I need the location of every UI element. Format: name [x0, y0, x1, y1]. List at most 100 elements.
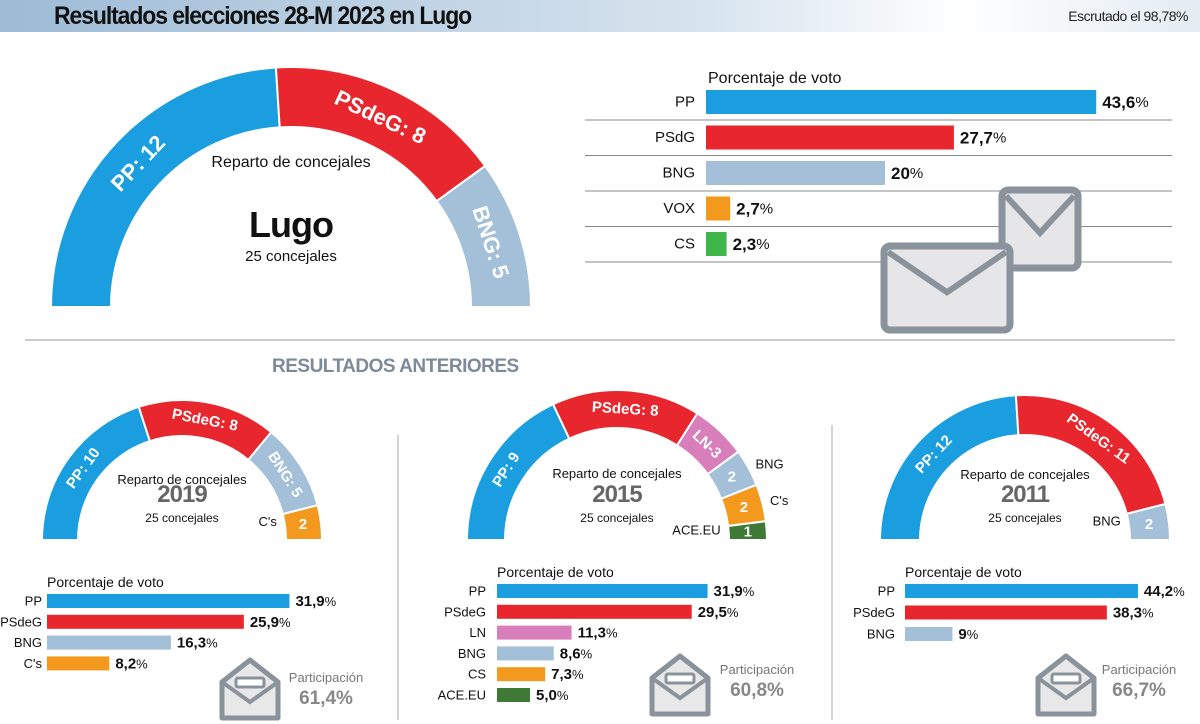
bar-value: 29,5%: [698, 603, 739, 620]
bar-value-number: 31,9: [714, 583, 743, 600]
bar-value: 8,2%: [115, 655, 148, 672]
bar-category: PP: [878, 584, 895, 599]
bars-title: Porcentaje de voto: [47, 574, 164, 590]
bar-value: 7,3%: [551, 666, 584, 683]
bar-value: 44,2%: [1144, 583, 1185, 600]
bars-title: Porcentaje de voto: [905, 564, 1022, 580]
segment-label: 2: [1145, 516, 1153, 533]
envelope-letter: [234, 676, 266, 689]
bar-value-number: 2,3: [733, 235, 757, 254]
bar-value: 27,7%: [960, 128, 1006, 147]
bar-value-number: 27,7: [960, 128, 993, 147]
bar-category: PSdG: [655, 129, 695, 146]
caption: Reparto de concejales: [117, 472, 247, 487]
bar-value: 2,7%: [736, 199, 773, 218]
bar-value: 8,6%: [560, 645, 593, 662]
bar-cs: [497, 667, 546, 682]
bar-category: PP: [675, 94, 695, 111]
header-bar: Resultados elecciones 28-M 2023 en Lugo …: [0, 0, 1200, 32]
caption: Reparto de concejales: [552, 466, 682, 481]
hemicycle-subtitle: 25 concejales: [245, 248, 337, 265]
hemicycle-title: 2015: [592, 481, 642, 508]
bars-title: Porcentaje de voto: [497, 564, 614, 580]
bar-value-unit: %: [206, 635, 218, 650]
bar-bng: [47, 635, 171, 650]
bar-category: ACE.EU: [438, 688, 486, 703]
bar-psdeg: [47, 614, 244, 629]
bar-value-number: 8,6: [560, 645, 581, 662]
envelope-icon: [1035, 653, 1097, 717]
segment-label: 1: [744, 523, 752, 540]
bar-value-number: 16,3: [177, 634, 206, 651]
bar-value-unit: %: [325, 594, 337, 609]
bar-value-number: 31,9: [295, 593, 324, 610]
envelope-letter: [664, 672, 696, 685]
bar-value: 38,3%: [1113, 604, 1154, 621]
participation-value: 60,8%: [730, 680, 784, 701]
hemicycle-title: Lugo: [249, 204, 333, 245]
bar-value: 16,3%: [177, 634, 218, 651]
bar-value-unit: %: [557, 688, 569, 703]
envelope-body: [219, 657, 281, 721]
envelope-body: [1035, 653, 1097, 717]
bar-value-unit: %: [756, 236, 769, 253]
bar-value-number: 11,3: [578, 624, 606, 641]
segment-label: 2: [299, 516, 307, 533]
bar-value: 25,9%: [250, 613, 291, 630]
seat-segment-cs: [281, 503, 324, 541]
vote-bars-1: Porcentaje de voto PP 43,6% PSdG 27,7% BNG 20%…: [585, 70, 1172, 263]
bar-category: PSdeG: [0, 614, 42, 629]
bar-category: CS: [468, 667, 486, 682]
bar-value-number: 5,0: [536, 687, 557, 704]
bar-pp: [905, 584, 1138, 598]
envelope-flap: [1003, 193, 1077, 238]
segment-label: 2: [728, 468, 736, 485]
bar-value-unit: %: [581, 646, 593, 661]
bar-value-unit: %: [1173, 584, 1185, 599]
bar-value-unit: %: [910, 165, 923, 182]
bar-category: BNG: [14, 635, 42, 650]
page-title: Resultados elecciones 28-M 2023 en Lugo: [54, 2, 472, 30]
hemicycle-subtitle: 25 concejales: [145, 511, 218, 525]
bar-value: 31,9%: [714, 583, 755, 600]
bar-value-number: 25,9: [250, 613, 279, 630]
envelope-icon: [998, 186, 1082, 272]
envelope-letter: [1050, 672, 1082, 685]
bar-value: 2,3%: [733, 235, 770, 254]
bar-value: 9%: [958, 626, 978, 643]
bar-value-number: 7,3: [551, 666, 572, 683]
hemicycle-subtitle: 25 concejales: [580, 511, 653, 525]
bar-value-unit: %: [279, 614, 291, 629]
envelope-icon: [880, 242, 1014, 334]
segment-party-label: BNG: [1093, 513, 1121, 528]
segment-party-label: BNG: [755, 456, 783, 471]
bar-value: 20%: [891, 164, 923, 183]
bar-vox: [706, 196, 731, 221]
bar-category: BNG: [662, 165, 695, 182]
bar-value-number: 38,3: [1113, 604, 1142, 621]
seat-segment-ace.eu: [726, 520, 769, 541]
bar-category: PSdeG: [444, 604, 486, 619]
participation-value: 61,4%: [299, 688, 353, 709]
vote-bars-5: Porcentaje de voto PP 31,9% PSdeG 29,5% LN 11,…: [438, 564, 794, 717]
hemicycle-title: 2011: [1001, 481, 1050, 508]
segment-label: PSdeG: 8: [591, 399, 659, 420]
section-title: RESULTADOS ANTERIORES: [272, 356, 519, 377]
seat-segment-psdeg: [137, 399, 273, 462]
participation-label: Participación: [1102, 662, 1176, 677]
segment-label: 2: [740, 499, 748, 516]
bar-value-unit: %: [727, 604, 739, 619]
caption: Reparto de concejales: [211, 154, 370, 171]
bar-value-unit: %: [1135, 94, 1148, 111]
bar-pp: [706, 90, 1097, 114]
bar-value-number: 20: [891, 164, 910, 183]
hemicycle-title: 2019: [157, 481, 207, 508]
bar-value: 43,6%: [1102, 93, 1148, 112]
bar-value: 11,3%: [578, 624, 618, 641]
